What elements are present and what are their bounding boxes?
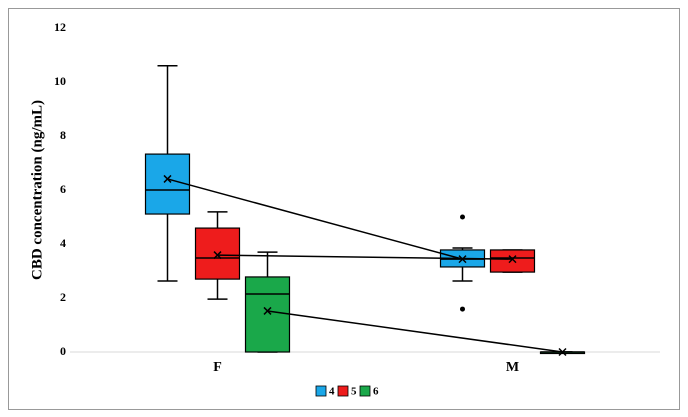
y-tick-label: 0 xyxy=(60,344,66,358)
outlier xyxy=(460,214,465,220)
legend-swatch xyxy=(359,385,371,397)
box xyxy=(144,153,191,215)
y-tick-label: 2 xyxy=(60,290,66,304)
box xyxy=(244,276,291,353)
chart-border xyxy=(8,8,680,410)
mean-marker xyxy=(163,174,172,183)
legend-label: 6 xyxy=(373,386,379,398)
legend-swatch xyxy=(315,385,327,397)
legend-label: 4 xyxy=(329,386,335,398)
mean-marker xyxy=(508,255,517,264)
x-tick-label: F xyxy=(213,360,222,375)
y-tick-label: 8 xyxy=(60,128,66,142)
y-tick-label: 12 xyxy=(54,20,66,34)
legend-label: 5 xyxy=(351,386,357,398)
box xyxy=(194,227,241,280)
y-axis-label: CBD concentration (ng/mL) xyxy=(29,100,45,280)
mean-line xyxy=(267,310,563,353)
mean-line xyxy=(217,254,513,260)
x-tick-label: M xyxy=(506,360,519,375)
mean-line xyxy=(167,178,463,260)
y-tick-label: 10 xyxy=(54,74,66,88)
mean-marker xyxy=(263,306,272,315)
y-tick-label: 6 xyxy=(60,182,66,196)
legend-swatch xyxy=(337,385,349,397)
mean-marker xyxy=(558,347,567,357)
outlier xyxy=(460,306,465,312)
mean-marker xyxy=(213,251,222,260)
y-tick-label: 4 xyxy=(60,236,66,250)
box xyxy=(489,249,536,273)
